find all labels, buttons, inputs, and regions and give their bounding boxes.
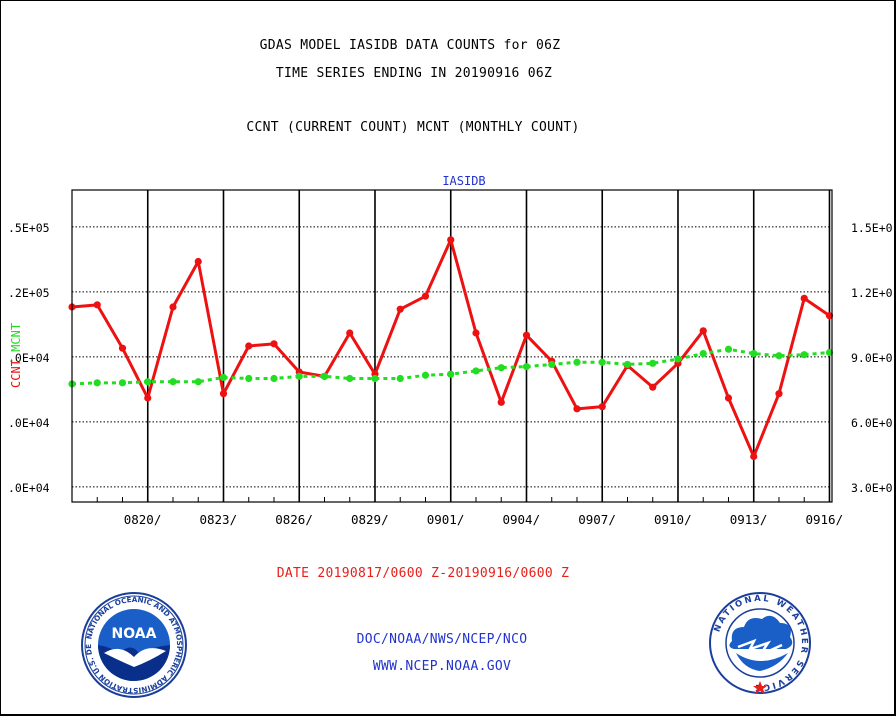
axes: IASIDB .0E+04 .0E+04 .0E+04 .2E+05 .5E+05 3.0E… [8,174,893,527]
series-layer [68,236,834,461]
ccnt-point [169,303,177,311]
noaa-logo-icon: NATIONAL OCEANIC AND ATMOSPHERIC ADMINIS… [80,591,187,698]
x-tick-label: 0826/ [275,512,313,527]
mcnt-point [421,371,430,379]
ccnt-point [447,236,455,244]
ccnt-point [724,394,733,402]
mcnt-point [447,370,455,378]
plot-frame [71,189,833,503]
ccnt-point [825,312,834,320]
mcnt-point [295,372,303,380]
y-axis-label: CCNT MCNT [9,323,23,388]
mcnt-point [396,374,404,383]
mcnt-point [573,358,581,366]
y-left-tick-label: .5E+05 [8,221,50,235]
doc-label: DOC/NOAA/NWS/NCEP/NCO [356,632,528,647]
x-tick-label: 0901/ [427,512,465,527]
chart-title-line1: GDAS MODEL IASIDB DATA COUNTS for 06Z [259,38,561,53]
mcnt-point [623,360,632,369]
date-range-label: DATE 20190817/0600 Z-20190916/0600 Z [276,566,570,581]
x-tick-label: 0913/ [730,512,768,527]
y-axis-label-gap [9,352,23,359]
mcnt-point [245,374,253,383]
ccnt-point [573,405,581,413]
ccnt-point [346,329,354,337]
y-axis-label-ccnt: CCNT [9,359,23,388]
y-right-tick-label: 6.0E+0 [851,416,893,430]
ccnt-point [598,403,606,411]
ccnt-point [144,394,152,402]
chart-title-line2: TIME SERIES ENDING IN 20190916 06Z [275,66,553,81]
mcnt-point [775,352,783,360]
y-right-tick-label: 3.0E+0 [851,481,893,495]
ccnt-point [649,383,657,391]
ccnt-point [396,305,404,313]
website-link[interactable]: WWW.NCEP.NOAA.GOV [372,659,512,674]
ccnt-point [522,331,531,339]
x-tick-label: 0910/ [654,512,692,527]
mcnt-point [750,349,758,358]
mcnt-point [497,364,505,372]
y-right-tick-label: 9.0E+0 [851,351,893,365]
grid [72,190,832,502]
x-tick-label: 0907/ [578,512,616,527]
panel-title: IASIDB [442,174,485,188]
mcnt-point [346,374,354,383]
y-left-tick-label: .0E+04 [8,481,50,495]
mcnt-point [674,355,682,363]
ccnt-point [93,301,101,309]
mcnt-point [548,360,556,369]
y-left-tick-label: .0E+04 [8,351,50,365]
mcnt-point [472,367,480,375]
mcnt-point [320,372,329,380]
ccnt-point [270,340,278,348]
x-tick-label: 0823/ [199,512,237,527]
mcnt-point [724,345,733,353]
ccnt-point [800,294,808,302]
ccnt-point [421,292,430,300]
y-axis-label-mcnt: MCNT [9,323,23,352]
mcnt-point [598,358,606,366]
mcnt-point [270,374,278,383]
x-tick-label: 0916/ [805,512,843,527]
mcnt-point [144,378,152,386]
mcnt-point [699,349,707,358]
x-tick-label: 0904/ [502,512,540,527]
ccnt-point [699,327,707,335]
ccnt-point [472,329,480,337]
mcnt-point [219,373,228,382]
y-left-tick-label: .2E+05 [8,286,50,300]
ccnt-point [775,390,783,398]
mcnt-point [169,378,177,386]
mcnt-point [825,348,834,357]
mcnt-point [649,359,657,367]
ccnt-point [219,390,228,398]
ccnt-point [750,452,758,461]
ccnt-point [194,257,202,266]
mcnt-point [371,374,379,383]
x-tick-label: 0829/ [351,512,389,527]
nws-logo-icon: NATIONAL WEATHER SERVICE [709,592,811,694]
mcnt-point [194,378,202,386]
ccnt-point [245,342,253,350]
mcnt-point [522,362,531,371]
x-tick-label: 0820/ [124,512,162,527]
chart-subtitle: CCNT (CURRENT COUNT) MCNT (MONTHLY COUNT… [246,120,580,135]
y-left-tick-label: .0E+04 [8,416,50,430]
ccnt-point [497,398,505,406]
mcnt-point [800,351,808,359]
y-right-tick-label: 1.5E+0 [851,221,893,235]
noaa-logo-text: NOAA [112,626,157,642]
mcnt-point [118,379,127,387]
y-right-tick-label: 1.2E+0 [851,286,893,300]
mcnt-point [93,379,101,387]
ccnt-point [118,344,127,352]
